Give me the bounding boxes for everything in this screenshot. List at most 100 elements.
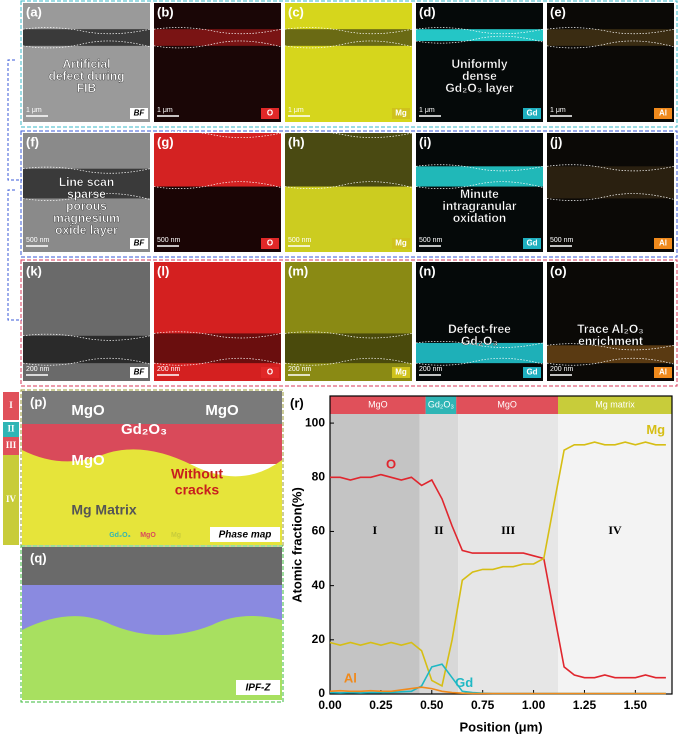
channel-tag: Al <box>659 368 667 377</box>
series-label: O <box>386 457 396 472</box>
annotation: Artificial <box>62 57 110 71</box>
annotation: oxidation <box>453 211 506 225</box>
layer-band <box>416 29 543 42</box>
region <box>419 396 459 694</box>
annotation: sparse <box>67 187 106 201</box>
scale-bar-label: 1 μm <box>26 107 42 114</box>
channel-tag-box <box>261 108 279 119</box>
scale-bar-label: 200 nm <box>419 366 443 373</box>
interface-line <box>284 131 413 189</box>
panel-frame <box>20 545 284 703</box>
annotation: Gd₂O₃ <box>461 334 498 348</box>
zone-label: IV <box>6 494 17 504</box>
series-label: Al <box>344 671 357 686</box>
layer-band <box>154 133 281 187</box>
region <box>330 396 420 694</box>
channel-tag-box <box>130 238 148 249</box>
x-tick-label: 0.75 <box>471 698 495 712</box>
link-arrow <box>7 59 22 321</box>
channel-tag: BF <box>134 239 146 248</box>
scale-bar-label: 1 μm <box>419 107 435 114</box>
channel-tag: Al <box>659 239 667 248</box>
zone-bar <box>3 422 19 437</box>
panel-label: (j) <box>550 134 562 149</box>
phase-band-label: MgO <box>497 399 517 409</box>
annotation: Gd₂O₃ layer <box>445 81 514 95</box>
zone-bar <box>3 437 19 455</box>
annotation: dense <box>462 69 497 83</box>
scale-bar-label: 200 nm <box>26 366 50 373</box>
scale-bar-label: 500 nm <box>26 237 50 244</box>
scale-bar-label: 500 nm <box>419 237 443 244</box>
interface-line <box>22 166 151 201</box>
channel-tag: Gd <box>526 368 537 377</box>
channel-tag-box <box>392 367 410 378</box>
channel-tag: BF <box>134 109 146 118</box>
phase-label: Without <box>171 466 223 482</box>
scale-bar-label: 1 μm <box>550 107 566 114</box>
annotation: intragranular <box>442 199 516 213</box>
x-tick-label: 0.50 <box>420 698 444 712</box>
channel-tag-box <box>654 108 672 119</box>
phase-band <box>330 396 426 414</box>
ipf-matrix <box>22 616 282 700</box>
layer-band <box>285 333 412 364</box>
scale-bar-label: 200 nm <box>550 366 574 373</box>
y-tick-label: 80 <box>312 469 326 483</box>
panel-label: (i) <box>419 134 431 149</box>
panel-label: (l) <box>157 263 169 278</box>
x-tick-label: 0.25 <box>369 698 393 712</box>
region-label: III <box>501 523 515 537</box>
channel-tag: Mg <box>395 368 407 377</box>
y-tick-label: 40 <box>312 578 326 592</box>
micrograph <box>154 3 281 122</box>
channel-tag: O <box>267 368 273 377</box>
panel-label: (a) <box>26 4 42 19</box>
y-axis-title: Atomic fraction(%) <box>289 487 304 603</box>
layer-band <box>547 29 674 46</box>
x-tick-label: 1.25 <box>573 698 597 712</box>
annotation: defect during <box>48 69 124 83</box>
panel-label: (e) <box>550 4 566 19</box>
layer-band <box>547 166 674 199</box>
series-line <box>329 686 666 695</box>
phase-label: MgO <box>71 402 105 419</box>
interface-line <box>415 164 544 189</box>
layer-band <box>285 133 412 187</box>
map-legend: MgO <box>140 532 156 539</box>
channel-tag: O <box>267 239 273 248</box>
layer-band <box>154 333 281 364</box>
panel-label: (p) <box>30 394 47 409</box>
panel-label: (o) <box>550 263 567 278</box>
region <box>458 396 558 694</box>
panel-frame <box>20 389 284 547</box>
panel-label: (r) <box>290 395 304 410</box>
interface-line <box>546 343 675 366</box>
annotation: porous <box>66 199 107 213</box>
series-label: Gd <box>455 675 473 690</box>
row-frame <box>20 0 678 128</box>
panel-label: (b) <box>157 4 174 19</box>
panel-label: (k) <box>26 263 42 278</box>
layer-band <box>285 29 412 46</box>
micrograph <box>285 3 412 122</box>
scale-bar-label: 200 nm <box>157 366 181 373</box>
channel-tag: Mg <box>395 239 407 248</box>
map-legend: Gd₂O₃ <box>109 532 131 539</box>
panel-label: (m) <box>288 263 308 278</box>
scale-bar-label: 500 nm <box>288 237 312 244</box>
y-tick-label: 60 <box>312 524 326 538</box>
zone-bar <box>3 455 19 545</box>
series-line <box>329 441 666 688</box>
panel-label: (n) <box>419 263 436 278</box>
zone-label: III <box>6 440 17 450</box>
series-label: Mg <box>646 422 665 437</box>
map-legend: Mg <box>171 532 181 539</box>
interface-line <box>284 331 413 366</box>
map-matrix <box>22 449 282 545</box>
annotation: Defect-free <box>448 322 511 336</box>
layer-band <box>23 168 150 199</box>
annotation: Trace Al₂O₃ <box>577 322 643 336</box>
annotation: enrichment <box>578 334 643 348</box>
layer-band <box>416 342 543 364</box>
